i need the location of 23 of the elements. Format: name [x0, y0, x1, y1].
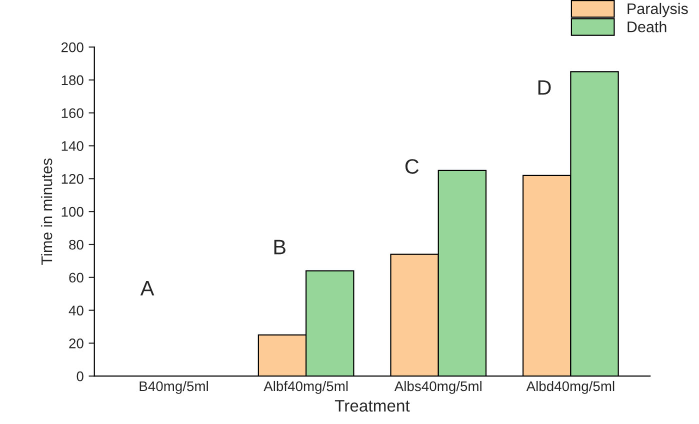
x-tick-label: B40mg/5ml	[140, 380, 208, 394]
legend-label: Paralysis	[628, 2, 688, 18]
annotation: D	[538, 80, 551, 95]
y-tick-label: 200	[61, 42, 84, 52]
x-tick-label: Albf40mg/5ml	[264, 380, 348, 394]
y-axis-title: Time in minutes	[40, 158, 52, 265]
y-tick-label: 140	[62, 141, 84, 151]
y-tick-label: 160	[62, 108, 84, 118]
legend-label: Death	[628, 21, 666, 32]
y-tick-label: 40	[68, 306, 84, 316]
x-axis-title: Treatment	[334, 400, 410, 412]
y-tick-label: 60	[69, 272, 84, 283]
x-tick-label: Albd40mg/5ml	[526, 380, 614, 394]
y-tick-label: 0	[76, 371, 84, 382]
x-tick-label: Albs40mg/5ml	[394, 380, 482, 394]
y-tick-label: 20	[69, 338, 84, 348]
annotation: C	[405, 159, 419, 174]
y-tick-label: 120	[62, 174, 84, 184]
annotation: A	[140, 281, 154, 296]
y-tick-label: 100	[62, 206, 84, 217]
annotation: B	[274, 240, 286, 254]
y-tick-label: 180	[62, 75, 84, 86]
y-tick-label: 80	[69, 240, 84, 250]
